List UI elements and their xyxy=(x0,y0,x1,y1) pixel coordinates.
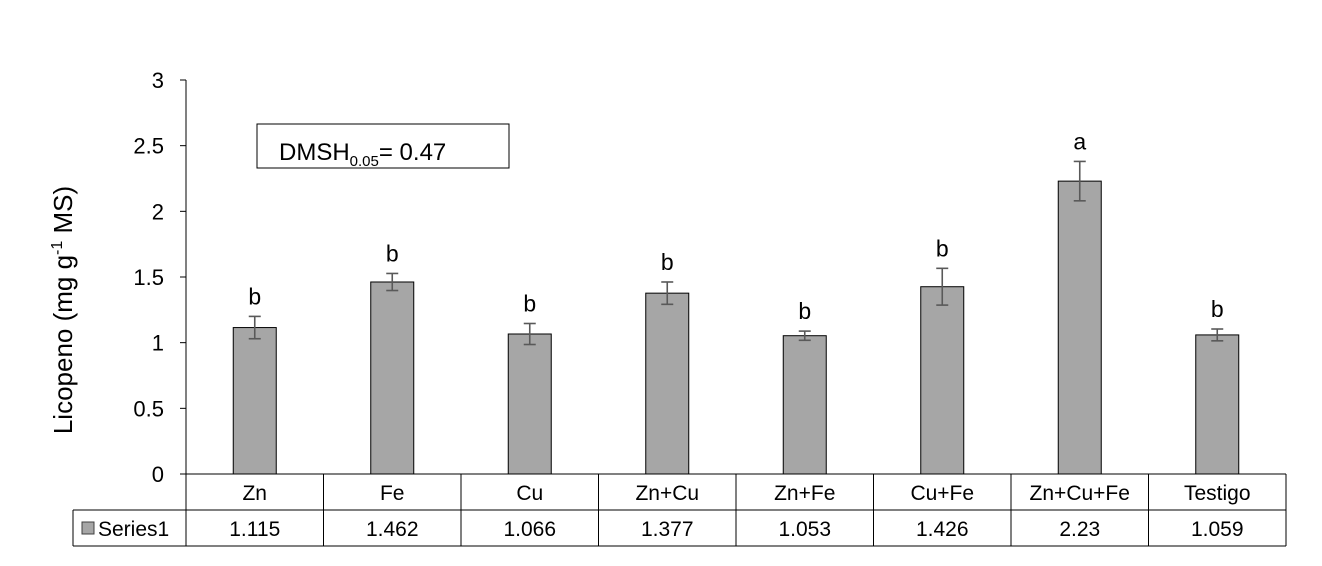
y-axis-title-prefix: Licopeno (mg g xyxy=(48,255,78,434)
y-axis-title-sup: -1 xyxy=(49,241,66,255)
bar xyxy=(370,281,415,475)
category-label: Zn+Fe xyxy=(774,482,835,505)
category-label: Zn+Cu xyxy=(635,482,699,505)
y-tick-label: 2.5 xyxy=(133,134,164,159)
y-tick-label: 2 xyxy=(152,199,164,224)
significance-letter: b xyxy=(523,290,536,316)
annotation-text: DMSH0.05= 0.47 xyxy=(279,139,446,170)
y-axis: 0 0.5 1 1.5 2 2.5 3 xyxy=(133,68,187,487)
bar xyxy=(645,292,690,475)
value-label: 1.426 xyxy=(916,518,969,541)
y-tick-label: 3 xyxy=(152,68,164,93)
category-label: Cu xyxy=(516,482,543,505)
legend-label: Series1 xyxy=(98,518,169,541)
bar xyxy=(507,333,552,475)
labels: b b b b b b a b xyxy=(248,128,1223,324)
bar xyxy=(232,327,277,475)
significance-letter: b xyxy=(248,283,261,309)
value-label: 1.462 xyxy=(366,518,419,541)
bar xyxy=(782,335,827,475)
significance-letter: b xyxy=(798,298,811,324)
y-tick-label: 0.5 xyxy=(133,396,164,421)
y-tick-label: 1 xyxy=(152,331,164,356)
legend-swatch xyxy=(81,521,95,535)
annotation-suffix: = 0.47 xyxy=(379,139,446,166)
value-label: 1.059 xyxy=(1191,518,1244,541)
category-label: Testigo xyxy=(1184,482,1251,505)
significance-letter: a xyxy=(1073,128,1086,154)
y-axis-title-suffix: MS) xyxy=(48,186,78,241)
significance-letter: b xyxy=(386,240,399,266)
bar xyxy=(920,286,965,475)
y-axis-title: Licopeno (mg g-1 MS) xyxy=(48,186,78,434)
value-label: 1.115 xyxy=(229,518,280,541)
value-label: 1.053 xyxy=(778,518,831,541)
value-label: 2.23 xyxy=(1059,518,1100,541)
annotation-prefix: DMSH xyxy=(279,139,350,166)
significance-letter: b xyxy=(936,235,949,261)
annotation-sub: 0.05 xyxy=(350,153,379,170)
bar xyxy=(1195,334,1240,475)
value-label: 1.066 xyxy=(503,518,556,541)
category-label: Zn xyxy=(242,482,267,505)
y-tick-label: 0 xyxy=(152,462,164,487)
bar xyxy=(1057,180,1102,475)
y-tick-label: 1.5 xyxy=(133,265,164,290)
significance-letter: b xyxy=(661,249,674,275)
category-label: Zn+Cu+Fe xyxy=(1030,482,1130,505)
significance-letter: b xyxy=(1211,296,1224,322)
category-label: Cu+Fe xyxy=(910,482,974,505)
annotation-box xyxy=(256,123,510,169)
value-label: 1.377 xyxy=(641,518,694,541)
category-label: Fe xyxy=(380,482,405,505)
data-table: Series1 Zn 1.115 Fe 1.462 Cu 1.066 Zn+Cu 1.377 Zn… xyxy=(72,473,1287,547)
bars xyxy=(232,160,1240,475)
